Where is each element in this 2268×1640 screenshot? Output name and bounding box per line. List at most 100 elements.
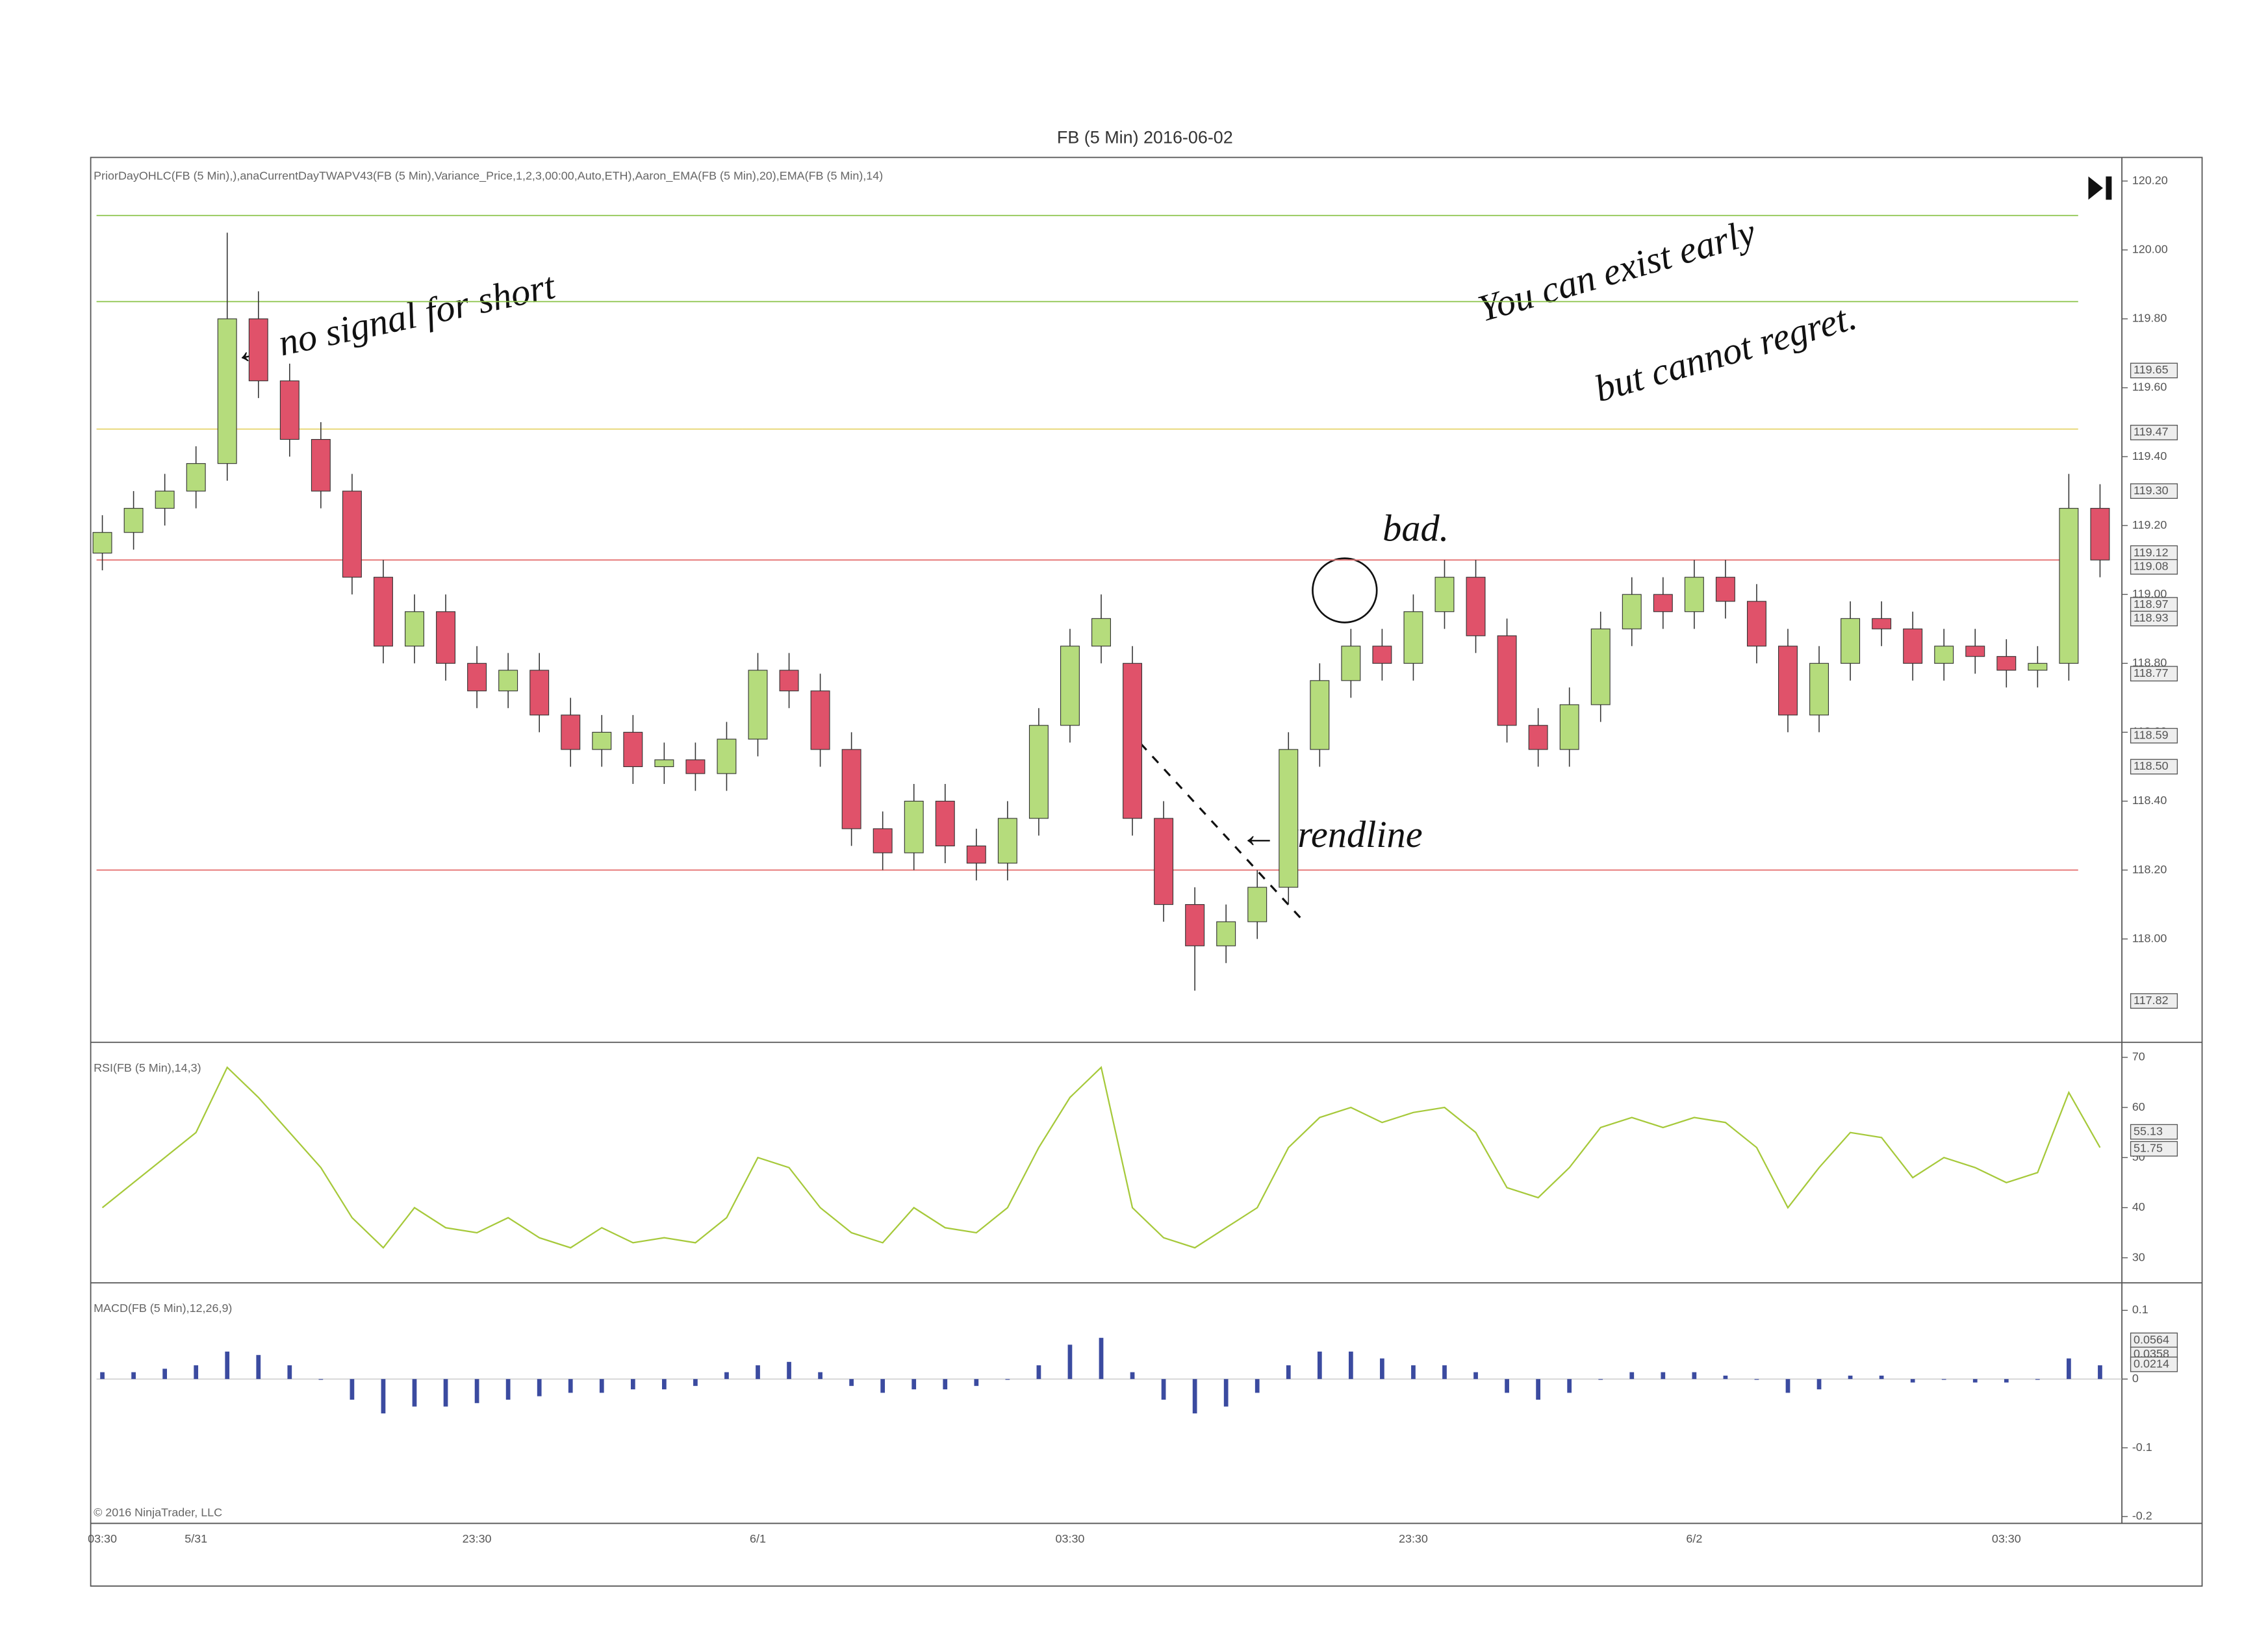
macd-bar — [287, 1365, 292, 1380]
macd-bar — [256, 1355, 261, 1380]
candle-body — [1247, 887, 1268, 922]
price-marker-box — [2130, 611, 2178, 627]
macd-bar — [2098, 1365, 2102, 1380]
candle-body — [1622, 594, 1642, 629]
candle-body — [1123, 662, 1143, 819]
macd-bar — [1879, 1375, 1884, 1380]
macd-bar — [1816, 1379, 1822, 1390]
candle-body — [1091, 618, 1111, 647]
chart-title: FB (5 Min) 2016-06-02 — [1057, 127, 1233, 147]
y-tick-label: 118.00 — [2132, 931, 2167, 944]
candle-body — [436, 611, 456, 664]
candle-body — [748, 670, 768, 740]
price-marker-label: 119.08 — [2134, 560, 2169, 573]
x-tick-label: 23:30 — [1399, 1532, 1428, 1545]
macd-bar — [974, 1379, 979, 1386]
candle-body — [1216, 921, 1236, 946]
candle-body — [873, 828, 893, 853]
macd-bar — [505, 1379, 511, 1400]
y-tick-label: 40 — [2132, 1200, 2145, 1213]
macd-bar — [443, 1379, 448, 1407]
indicator-label: RSI(FB (5 Min),14,3) — [94, 1061, 201, 1074]
macd-bar — [1130, 1372, 1135, 1380]
macd-bar — [1223, 1379, 1229, 1407]
candle-body — [685, 759, 706, 774]
x-tick-label: 03:30 — [1056, 1532, 1085, 1545]
candle-body — [966, 845, 986, 864]
price-marker-label: 55.13 — [2134, 1124, 2163, 1137]
candle-body — [1778, 646, 1798, 716]
y-tick-label: 60 — [2132, 1100, 2145, 1113]
x-tick-label: 6/2 — [1686, 1532, 1702, 1545]
macd-bar — [1005, 1379, 1010, 1380]
macd-bar — [2004, 1379, 2009, 1383]
y-tick-label: 70 — [2132, 1050, 2145, 1063]
candle-body — [1653, 594, 1673, 612]
macd-bar — [1348, 1351, 1353, 1380]
rsi-line — [101, 1066, 2101, 1249]
macd-bar — [1067, 1344, 1073, 1380]
y-tick-label: 30 — [2132, 1250, 2145, 1263]
price-marker-label: 118.50 — [2134, 759, 2169, 772]
macd-bar — [1473, 1372, 1478, 1380]
macd-bar — [662, 1379, 667, 1390]
candle-body — [529, 670, 550, 716]
indicator-label: PriorDayOHLC(FB (5 Min),),anaCurrentDayT… — [94, 169, 883, 183]
annotation-circle — [1312, 557, 1378, 624]
candle-body — [467, 662, 487, 692]
macd-bar — [381, 1379, 386, 1414]
candle-body — [810, 690, 830, 750]
candle-body — [1403, 611, 1423, 664]
macd-bar — [568, 1379, 573, 1393]
macd-bar — [630, 1379, 635, 1390]
trendline — [1140, 742, 1302, 920]
candle-body — [1809, 662, 1829, 716]
price-marker-box — [2130, 727, 2178, 744]
x-tick-label: 5/31 — [185, 1532, 207, 1545]
candle-body — [1715, 577, 1735, 602]
macd-bar — [2035, 1379, 2040, 1380]
candle-body — [186, 463, 206, 492]
candle-body — [1060, 646, 1080, 726]
candle-body — [155, 490, 175, 509]
candle-body — [2059, 508, 2079, 664]
candle-body — [1466, 577, 1486, 637]
scroll-end-icon[interactable] — [2088, 176, 2112, 200]
macd-bar — [1536, 1379, 1540, 1400]
y-tick-label: -0.1 — [2132, 1441, 2152, 1454]
macd-bar — [1910, 1379, 1915, 1383]
candle-body — [1341, 646, 1361, 681]
frame — [90, 157, 2203, 1587]
price-marker-box — [2130, 666, 2178, 682]
macd-bar — [1692, 1372, 1697, 1380]
y-tick-label: 0.1 — [2132, 1303, 2148, 1316]
y-tick-label: 119.20 — [2132, 518, 2167, 531]
candle-body — [1279, 749, 1299, 888]
candle-body — [1310, 680, 1330, 750]
candle-body — [1154, 818, 1174, 905]
candle-body — [311, 438, 331, 492]
price-marker-label: 118.97 — [2134, 598, 2169, 611]
price-marker-box — [2130, 1141, 2178, 1157]
annotation: bad. — [1382, 507, 1449, 549]
price-marker-box — [2130, 425, 2178, 440]
candle-body — [405, 611, 424, 647]
x-tick-label: 23:30 — [463, 1532, 492, 1545]
candle-body — [1590, 628, 1611, 705]
candle-body — [779, 670, 799, 692]
y-tick-label: 118.40 — [2132, 794, 2167, 807]
credit: © 2016 NinjaTrader, LLC — [94, 1506, 222, 1519]
annotation: ← trendline — [1240, 813, 1422, 855]
price-marker-label: 118.59 — [2134, 728, 2169, 741]
candle-body — [561, 714, 581, 750]
candle-body — [1372, 646, 1392, 664]
y-tick-label: -0.2 — [2132, 1509, 2152, 1522]
macd-bar — [537, 1379, 542, 1396]
x-tick-label: 6/1 — [750, 1532, 766, 1545]
macd-bar — [1380, 1358, 1384, 1380]
price-marker-box — [2130, 759, 2178, 775]
candle-body — [2028, 662, 2048, 671]
y-tick-label: 118.20 — [2132, 863, 2167, 876]
